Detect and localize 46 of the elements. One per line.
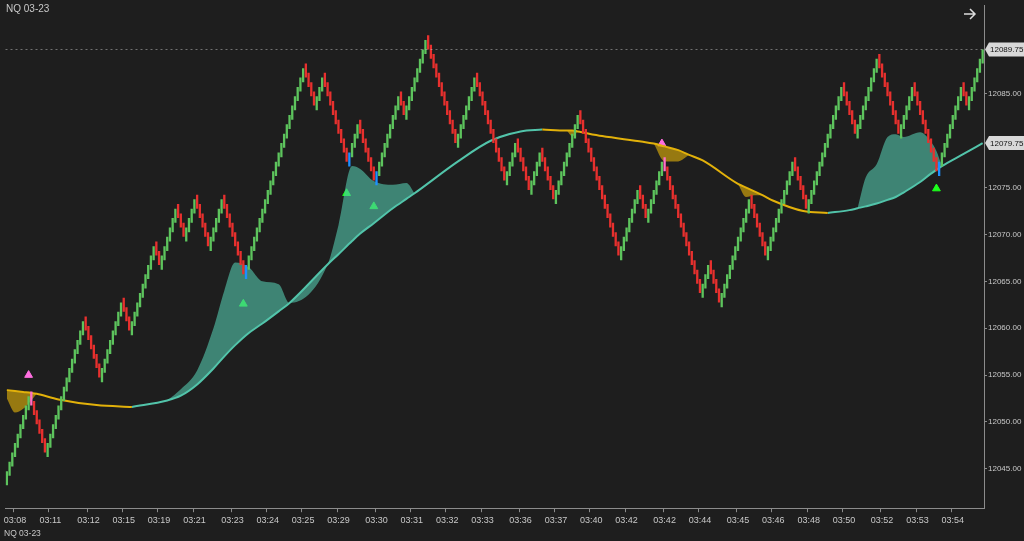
x-tick-label: 03:32: [435, 515, 459, 526]
x-tick-label: 03:54: [941, 515, 965, 526]
x-tick-label: 03:44: [688, 515, 712, 526]
x-tick-label: 03:36: [509, 515, 532, 526]
point: [238, 298, 248, 307]
x-tick-label: 03:40: [579, 515, 603, 526]
x-tick-label: 03:52: [870, 515, 894, 526]
point: [24, 370, 33, 378]
y-tick-label: 12085.00: [988, 89, 1022, 99]
y-tick-label: 12050.00: [988, 417, 1022, 427]
y-tick-label: 12065.00: [988, 276, 1022, 286]
candlestick: [348, 152, 351, 167]
y-tick-label: 12070.00: [988, 229, 1022, 239]
point: [369, 201, 379, 210]
x-tick-label: 03:45: [726, 515, 750, 526]
chart-title: NQ 03-23: [6, 2, 50, 14]
y-tick-label: 12055.00: [988, 370, 1022, 380]
x-tick-label: 03:53: [906, 515, 929, 526]
y-tick-label: 12045.00: [988, 464, 1022, 474]
x-tick-label: 03:30: [365, 515, 388, 526]
candlestick: [663, 157, 666, 172]
data-label: 12079.75: [990, 138, 1024, 148]
x-tick-label: 03:21: [183, 515, 206, 526]
x-tick-label: 03:42: [653, 515, 676, 526]
point: [342, 188, 352, 197]
x-tick-label: 03:29: [327, 515, 350, 526]
x-tick-label: 03:12: [77, 515, 100, 526]
x-tick-label: 03:24: [256, 515, 280, 526]
text: NQ 03-23: [4, 528, 42, 539]
ref-line-label: 12089.75: [990, 45, 1024, 55]
y-tick-label: 12075.00: [988, 182, 1022, 192]
x-tick-label: 03:37: [544, 515, 568, 526]
x-tick-label: 03:33: [471, 515, 494, 526]
x-tick-label: 03:25: [291, 515, 315, 526]
x-tick-label: 03:31: [400, 515, 424, 526]
y-tick-label: 12060.00: [988, 323, 1022, 333]
x-tick-label: 03:50: [832, 515, 856, 526]
x-tick-label: 03:23: [221, 515, 244, 526]
x-tick-label: 03:11: [39, 515, 62, 526]
x-tick-label: 03:15: [112, 515, 135, 526]
candlestick: [375, 171, 378, 186]
x-tick-label: 03:08: [3, 515, 27, 526]
x-tick-label: 03:19: [147, 515, 171, 526]
x-tick-label: 03:46: [762, 515, 785, 526]
x-tick-label: 03:48: [797, 515, 820, 526]
x-tick-label: 03:42: [615, 515, 638, 526]
